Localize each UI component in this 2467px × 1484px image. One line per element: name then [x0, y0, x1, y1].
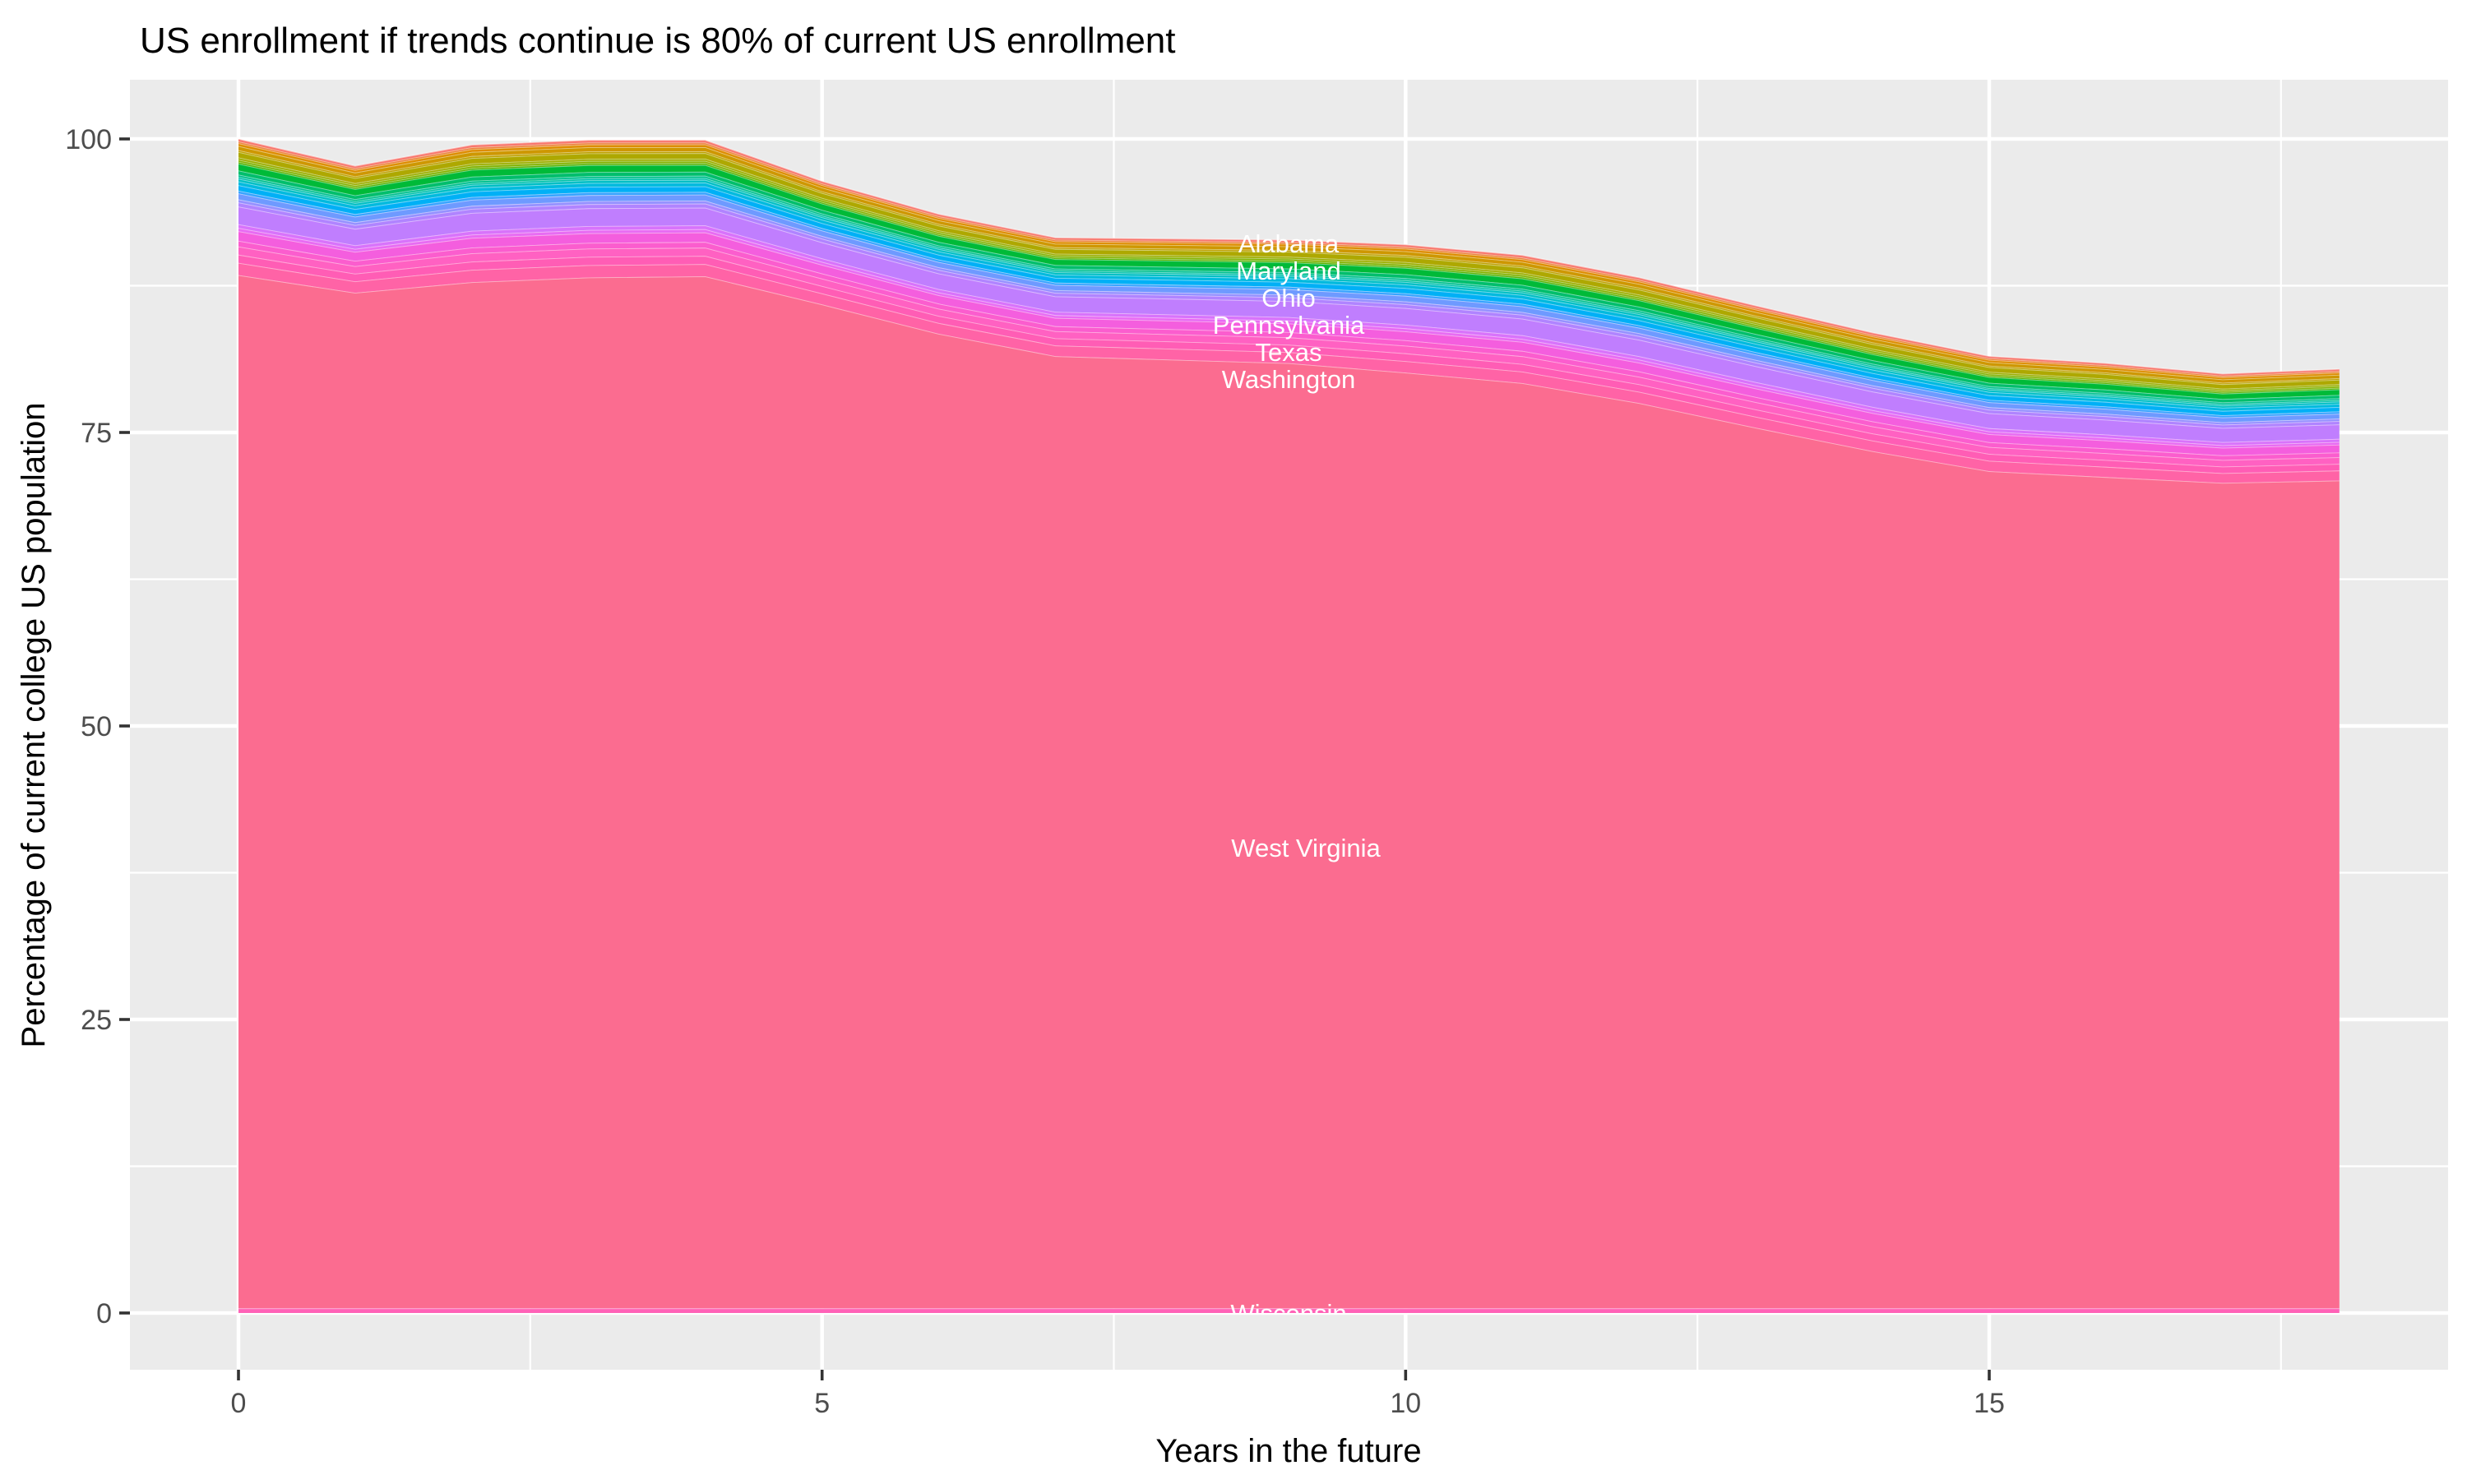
state-label-texas: Texas: [1256, 338, 1322, 367]
y-tick-label-100: 100: [65, 124, 112, 155]
state-label-pennsylvania: Pennsylvania: [1213, 311, 1365, 340]
x-tick-label-0: 0: [231, 1388, 247, 1419]
area-band-pennsylvania: [238, 206, 2340, 442]
y-axis-title: Percentage of current college US populat…: [16, 403, 52, 1048]
state-label-alabama: Alabama: [1238, 229, 1340, 258]
y-tick-label-75: 75: [81, 418, 112, 449]
x-tick-label-10: 10: [1390, 1388, 1421, 1419]
x-tick-label-15: 15: [1974, 1388, 2005, 1419]
stacked-area-series: [238, 138, 2340, 1313]
state-label-maryland: Maryland: [1236, 257, 1341, 285]
y-tick-label-50: 50: [81, 711, 112, 742]
y-tick-label-25: 25: [81, 1005, 112, 1036]
x-tick-label-5: 5: [814, 1388, 830, 1419]
area-band-wisconsin: [238, 1308, 2340, 1313]
plot-title: US enrollment if trends continue is 80% …: [140, 21, 1175, 61]
state-label-washington: Washington: [1222, 365, 1356, 394]
axis-ticks: [119, 137, 1991, 1380]
state-label-wisconsin: Wisconsin: [1230, 1299, 1346, 1328]
state-label-ohio: Ohio: [1261, 284, 1315, 312]
state-label-west-virginia: West Virginia: [1231, 834, 1381, 862]
y-tick-label-0: 0: [96, 1298, 112, 1329]
area-band-west-virginia: [238, 275, 2340, 1309]
axis-tick-labels: 0 5 10 15 0 25 50 75 100: [65, 124, 2005, 1419]
band-top-edge-alabama: [238, 138, 2340, 375]
x-axis-title: Years in the future: [1155, 1433, 1421, 1469]
state-labels: AlabamaMarylandOhioPennsylvaniaTexasWash…: [1213, 229, 1382, 1328]
